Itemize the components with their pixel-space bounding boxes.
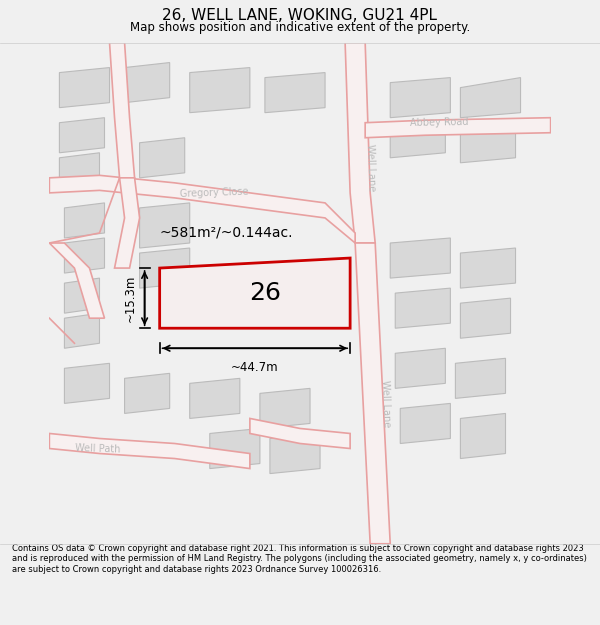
Polygon shape — [59, 152, 100, 188]
Polygon shape — [395, 348, 445, 388]
Text: ~15.3m: ~15.3m — [124, 274, 137, 322]
Text: Well Lane: Well Lane — [380, 379, 392, 428]
Polygon shape — [140, 138, 185, 178]
Polygon shape — [190, 68, 250, 112]
Text: Well Lane: Well Lane — [365, 144, 377, 192]
Polygon shape — [125, 373, 170, 413]
Polygon shape — [49, 243, 104, 318]
Polygon shape — [270, 434, 320, 474]
Polygon shape — [460, 413, 506, 459]
Text: 26, WELL LANE, WOKING, GU21 4PL: 26, WELL LANE, WOKING, GU21 4PL — [163, 9, 437, 24]
Polygon shape — [260, 388, 310, 429]
Polygon shape — [390, 78, 451, 118]
Text: Contains OS data © Crown copyright and database right 2021. This information is : Contains OS data © Crown copyright and d… — [12, 544, 587, 574]
Polygon shape — [49, 176, 355, 243]
Polygon shape — [365, 118, 551, 138]
Polygon shape — [400, 403, 451, 444]
Polygon shape — [455, 358, 506, 398]
Polygon shape — [59, 118, 104, 152]
Polygon shape — [390, 238, 451, 278]
Polygon shape — [265, 72, 325, 112]
Text: 26: 26 — [249, 281, 281, 305]
Text: Abbey Road: Abbey Road — [410, 118, 469, 128]
Polygon shape — [460, 78, 521, 118]
Polygon shape — [140, 203, 190, 248]
Polygon shape — [59, 68, 110, 108]
Polygon shape — [64, 363, 110, 403]
Polygon shape — [160, 258, 350, 328]
Polygon shape — [460, 298, 511, 338]
Polygon shape — [110, 42, 134, 178]
Text: ~581m²/~0.144ac.: ~581m²/~0.144ac. — [160, 226, 293, 240]
Polygon shape — [49, 434, 250, 469]
Text: ~44.7m: ~44.7m — [231, 361, 279, 374]
Text: Gregory Close: Gregory Close — [180, 187, 248, 199]
Polygon shape — [345, 42, 375, 243]
Polygon shape — [64, 238, 104, 273]
Polygon shape — [64, 278, 100, 313]
Polygon shape — [355, 243, 390, 544]
Text: Map shows position and indicative extent of the property.: Map shows position and indicative extent… — [130, 21, 470, 34]
Polygon shape — [115, 178, 140, 268]
Polygon shape — [390, 122, 445, 158]
Polygon shape — [460, 248, 515, 288]
Polygon shape — [140, 248, 190, 288]
Polygon shape — [460, 127, 515, 162]
Polygon shape — [190, 378, 240, 419]
Polygon shape — [210, 429, 260, 469]
Polygon shape — [395, 288, 451, 328]
Polygon shape — [125, 62, 170, 102]
Text: Well Path: Well Path — [74, 442, 120, 454]
Polygon shape — [64, 313, 100, 348]
Polygon shape — [250, 419, 350, 449]
Polygon shape — [64, 203, 104, 238]
